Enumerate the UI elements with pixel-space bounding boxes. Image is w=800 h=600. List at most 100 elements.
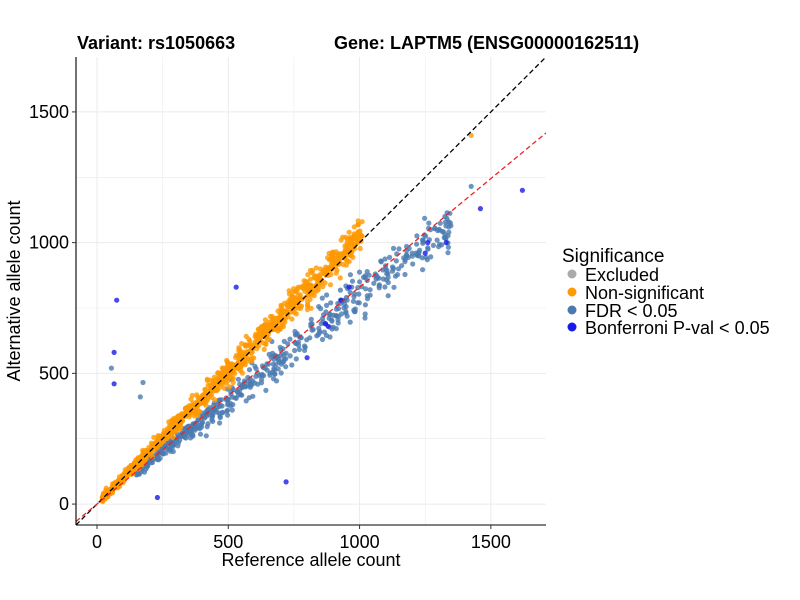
y-tick-label: 1000 [29,233,69,253]
point-non-significant [286,304,292,310]
point-non-significant [230,379,236,386]
point-fdr [259,371,265,377]
point-fdr [359,284,365,290]
point-fdr [366,272,372,278]
point-fdr [437,220,443,226]
point-non-significant [252,339,258,345]
point-fdr [135,470,141,476]
point-non-significant [302,288,308,294]
point-fdr [446,224,452,230]
point-non-significant [211,386,217,392]
point-non-significant [308,285,314,291]
point-fdr [333,313,339,319]
point-fdr [335,320,341,326]
point-bonferroni [443,240,449,246]
point-fdr [362,275,368,281]
point-non-significant [201,400,207,406]
point-non-significant [205,382,211,388]
point-fdr [387,254,393,260]
point-fdr [289,362,295,368]
point-fdr [318,321,324,327]
point-non-significant [170,434,176,440]
point-fdr [137,394,143,400]
point-fdr [329,326,335,332]
point-fdr [447,220,453,226]
point-fdr [364,293,370,299]
point-fdr [385,271,391,277]
point-fdr [420,267,426,273]
point-non-significant [352,246,358,252]
point-fdr [333,306,340,312]
point-non-significant [357,245,363,251]
point-fdr [246,395,252,401]
point-bonferroni [477,206,483,212]
point-fdr [263,387,269,393]
point-fdr [421,232,427,238]
point-non-significant [135,455,141,461]
point-non-significant [338,237,344,243]
point-non-significant [141,450,147,456]
point-fdr [324,302,330,308]
point-fdr [362,311,368,317]
point-fdr [447,210,453,216]
point-fdr [160,451,166,457]
legend-label-excluded: Excluded [585,265,659,285]
point-non-significant [148,440,155,446]
point-fdr [382,284,388,290]
point-fdr [420,237,426,243]
point-non-significant [135,462,141,468]
point-fdr [344,313,350,319]
point-non-significant [351,224,357,230]
point-fdr [392,273,399,279]
x-tick-label: 0 [92,532,102,552]
point-non-significant [253,331,259,337]
point-bonferroni [422,250,428,256]
point-non-significant [343,262,349,268]
point-non-significant [305,281,311,287]
point-fdr [446,229,452,235]
point-fdr [245,378,252,384]
point-fdr [224,408,230,414]
point-fdr [385,293,391,299]
point-non-significant [167,425,173,431]
point-fdr [293,356,299,362]
point-bonferroni [304,355,310,361]
grid-lines [76,57,546,525]
point-non-significant [316,276,322,282]
point-fdr [239,392,245,398]
point-fdr [270,361,276,367]
point-non-significant [261,323,267,329]
point-fdr [108,365,114,371]
point-fdr [294,331,300,337]
point-non-significant [329,250,335,256]
point-non-significant [140,456,146,462]
point-non-significant [297,303,303,309]
point-fdr [406,245,412,251]
point-fdr [378,259,384,265]
point-bonferroni [233,284,239,290]
point-non-significant [260,331,267,338]
point-fdr [427,227,434,233]
point-fdr [271,366,277,372]
legend-label-bonferroni: Bonferroni P-val < 0.05 [585,318,770,338]
point-non-significant [280,317,286,323]
identity-reference-line [76,57,546,525]
legend-key-fdr [567,305,577,315]
x-tick-label: 1000 [340,532,380,552]
point-non-significant [220,379,226,385]
point-fdr [362,302,368,308]
point-fdr [390,245,397,251]
point-fdr [297,334,303,340]
point-fdr [432,226,438,232]
point-fdr [308,316,314,322]
point-fdr [203,433,209,439]
point-non-significant [209,391,215,397]
legend-title: Significance [562,246,664,267]
y-tick-label: 1500 [29,102,69,122]
point-bonferroni [283,479,289,485]
point-fdr [362,315,368,321]
point-fdr [383,277,390,283]
point-bonferroni [325,323,331,329]
point-fdr [277,344,283,350]
point-fdr [445,250,451,256]
